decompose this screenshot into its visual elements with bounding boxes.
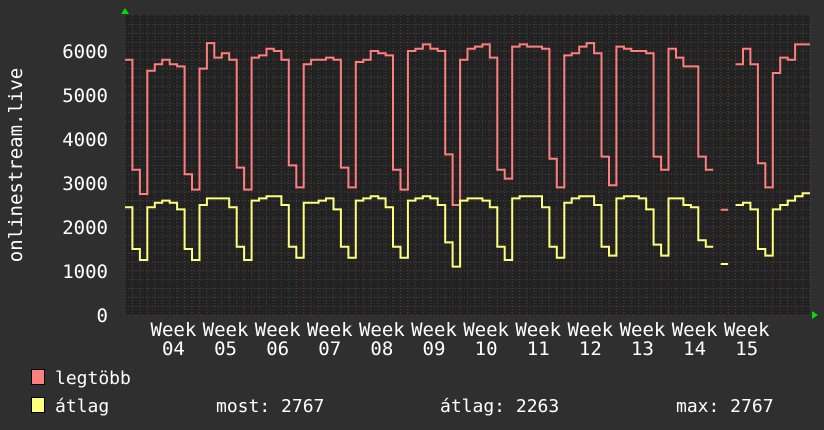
x-tick-label: Week 10 (463, 319, 509, 360)
x-tick-label-part: Week (359, 319, 405, 341)
x-tick-label: Week 15 (724, 319, 770, 360)
x-tick-label-part: 06 (266, 338, 289, 360)
legend-label-avg: átlag (55, 396, 110, 417)
x-tick-label-part: 11 (527, 338, 550, 360)
x-tick-label-part: Week (203, 319, 249, 341)
x-tick-label: Week 07 (307, 319, 353, 360)
x-tick-label-part: Week (411, 319, 457, 341)
x-tick-label: Week 14 (672, 319, 718, 360)
x-tick-label-part: Week (724, 319, 770, 341)
x-tick-label: Week 06 (255, 319, 301, 360)
series-lines (125, 42, 810, 268)
x-tick-label: Week 05 (203, 319, 249, 360)
x-tick-label-part: 14 (683, 338, 706, 360)
y-axis-label: onlinestream.live (5, 68, 27, 262)
legend-item-avg: átlag (31, 396, 109, 418)
x-tick-label: Week 13 (620, 319, 666, 360)
x-tick-label-part: 09 (423, 338, 446, 360)
grid (124, 15, 811, 316)
x-tick-label-part: Week (567, 319, 613, 341)
legend-swatch-avg (31, 397, 45, 413)
legend-item-max: legtöbb (31, 368, 131, 390)
x-tick-label: Week 12 (567, 319, 613, 360)
x-tick-label: Week 11 (515, 319, 561, 360)
x-tick-label-part: 10 (475, 338, 498, 360)
x-axis-arrow-icon (812, 311, 818, 319)
x-tick-label-part: 07 (318, 338, 341, 360)
y-tick-label: 5000 (62, 85, 108, 107)
series-line-avg (125, 192, 810, 268)
x-tick-label-part: Week (515, 319, 561, 341)
y-tick-label: 1000 (62, 261, 108, 283)
x-tick-label: Week 08 (359, 319, 405, 360)
x-tick-label-part: Week (672, 319, 718, 341)
legend-label-max: legtöbb (55, 368, 131, 389)
stat-avg: átlag: 2263 (440, 396, 560, 417)
x-tick-label-part: 15 (735, 338, 758, 360)
x-tick-label-part: Week (463, 319, 509, 341)
stat-now: most: 2767 (216, 396, 325, 417)
stat-max: max: 2767 (676, 396, 774, 417)
series-line-max (125, 42, 810, 211)
y-ticks: 0 1000 2000 3000 4000 5000 6000 (62, 41, 108, 327)
y-tick-label: 2000 (62, 217, 108, 239)
y-tick-label: 0 (97, 305, 108, 327)
x-tick-label-part: 08 (370, 338, 393, 360)
legend-swatch-max (31, 369, 45, 385)
x-tick-label-part: 05 (214, 338, 237, 360)
y-tick-label: 4000 (62, 129, 108, 151)
x-tick-label-part: Week (151, 319, 197, 341)
x-tick-label: Week 09 (411, 319, 457, 360)
y-tick-label: 6000 (62, 41, 108, 63)
x-tick-label-part: Week (307, 319, 353, 341)
y-axis-arrow-icon (121, 8, 129, 14)
x-tick-label-part: Week (620, 319, 666, 341)
x-tick-label: Week 04 (151, 319, 197, 360)
x-tick-label-part: Week (255, 319, 301, 341)
x-tick-label-part: 12 (579, 338, 602, 360)
y-tick-label: 3000 (62, 173, 108, 195)
x-tick-label-part: 13 (631, 338, 654, 360)
x-tick-label-part: 04 (162, 338, 185, 360)
